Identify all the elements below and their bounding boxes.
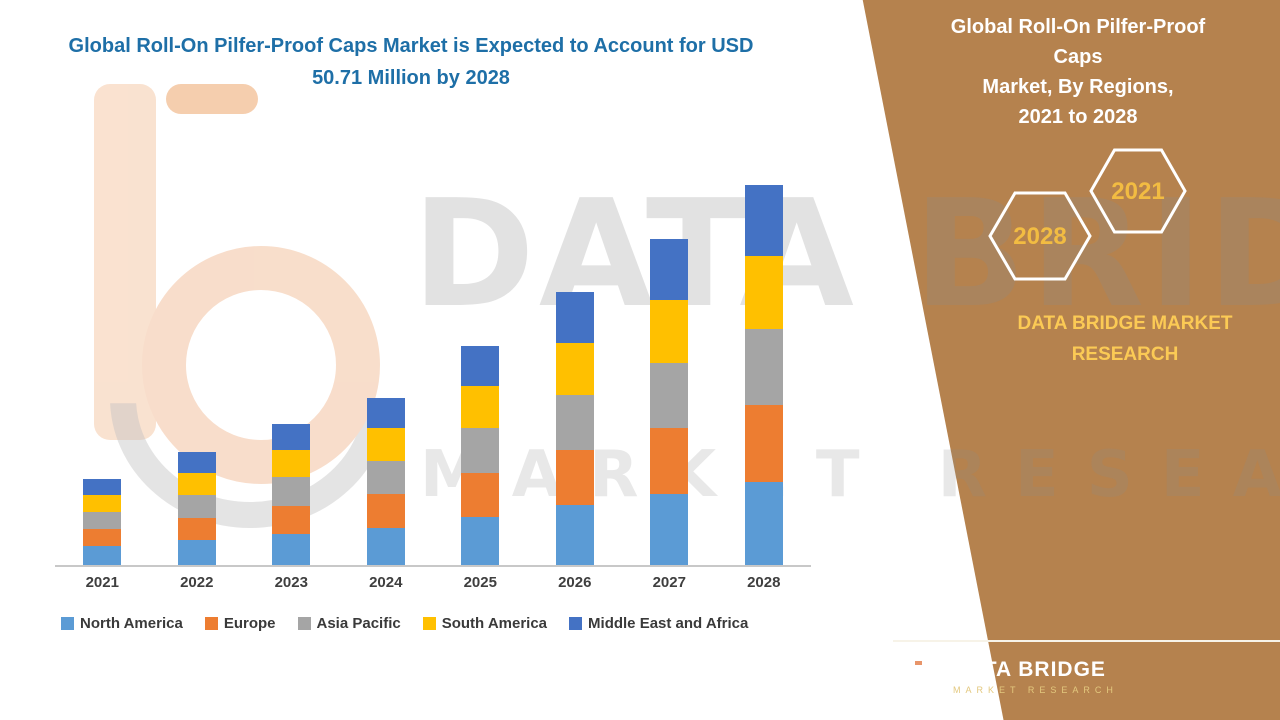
bar-segment <box>555 291 594 343</box>
year-hexagons: 2028 2021 <box>988 146 1208 301</box>
plot-area <box>55 156 811 567</box>
legend-item: North America <box>61 615 183 632</box>
bar-column <box>150 451 245 565</box>
x-axis-label: 2026 <box>558 574 592 591</box>
bar-segment <box>744 481 783 565</box>
chart-headline: Global Roll-On Pilfer-Proof Caps Market … <box>68 35 754 89</box>
bar-segment <box>177 451 216 474</box>
x-axis-label: 2027 <box>652 574 686 591</box>
x-axis-label: 2021 <box>85 574 119 591</box>
bar-segment <box>650 363 689 429</box>
panel-title-line3: 2021 to 2028 <box>1018 106 1138 128</box>
bar-column <box>55 478 150 565</box>
chart-legend: North America Europe Asia Pacific South Ame… <box>55 615 811 632</box>
bar-segment <box>272 505 311 535</box>
databridge-logo-icon <box>894 653 940 699</box>
bar-segment <box>83 511 122 529</box>
bar-segment <box>555 395 594 451</box>
bar-segment <box>461 386 500 429</box>
bar-column <box>717 184 812 565</box>
footer-logo-subtitle: MARKET RESEARCH <box>953 684 1118 695</box>
footer-logo: DATA BRIDGE MARKET RESEARCH <box>893 652 1118 700</box>
bar-segment <box>461 472 500 517</box>
bar-segment <box>177 495 216 518</box>
stacked-bar-2026 <box>555 291 594 565</box>
bar-segment <box>650 238 689 301</box>
bar-segment <box>272 477 311 506</box>
legend-swatch <box>61 617 74 630</box>
bar-segment <box>461 345 500 387</box>
stacked-bar-2023 <box>272 424 311 565</box>
panel-title: Global Roll-On Pilfer-Proof Caps Market,… <box>928 12 1228 132</box>
stacked-bar-2028 <box>744 184 783 565</box>
bar-segment <box>744 184 783 256</box>
legend-label: North America <box>80 615 183 632</box>
stacked-bar-2025 <box>461 345 500 565</box>
bar-segment <box>650 493 689 565</box>
bar-segment <box>650 300 689 364</box>
bar-segment <box>744 255 783 330</box>
bar-segment <box>744 329 783 406</box>
bar-segment <box>555 505 594 565</box>
x-axis-label: 2022 <box>180 574 214 591</box>
bar-column <box>244 424 339 565</box>
hexagon-2021 <box>1089 148 1187 234</box>
legend-swatch <box>297 617 311 630</box>
bar-chart: 2021 2022 2023 2024 2025 2026 2027 2028 North A… <box>55 156 811 632</box>
x-axis-label: 2024 <box>369 574 403 591</box>
bar-segment <box>177 473 216 496</box>
hexagon-2021-label: 2021 <box>1111 178 1164 205</box>
footer-divider <box>893 640 1280 642</box>
bar-segment <box>366 397 405 429</box>
bar-segment <box>650 428 689 494</box>
hexagon-2028 <box>988 191 1092 281</box>
bar-segment <box>744 405 783 482</box>
legend-item: Middle East and Africa <box>569 615 748 632</box>
footer-logo-name: DATA BRIDGE <box>953 657 1106 681</box>
x-axis: 2021 2022 2023 2024 2025 2026 2027 2028 <box>55 574 811 591</box>
bar-segment <box>555 342 594 396</box>
bar-column <box>528 291 623 565</box>
bar-segment <box>366 460 405 495</box>
bar-segment <box>366 428 405 461</box>
panel-title-line2: Market, By Regions, <box>982 76 1174 98</box>
bar-segment <box>366 494 405 529</box>
x-axis-label: 2023 <box>274 574 308 591</box>
legend-swatch <box>204 617 218 630</box>
legend-label: South America <box>441 615 548 632</box>
legend-label: Europe <box>223 615 276 632</box>
legend-swatch <box>422 617 436 630</box>
brand-text: DATA BRIDGE MARKET RESEARCH <box>1017 313 1233 366</box>
bar-segment <box>177 540 216 565</box>
bar-segment <box>177 517 216 541</box>
x-axis-label: 2028 <box>747 574 781 591</box>
bar-segment <box>366 528 405 565</box>
panel-title-line1: Global Roll-On Pilfer-Proof Caps <box>950 16 1206 68</box>
legend-label: Middle East and Africa <box>588 615 749 632</box>
bar-segment <box>83 546 122 565</box>
legend-item: Asia Pacific <box>297 615 401 632</box>
hexagon-2028-label: 2028 <box>1013 223 1066 250</box>
x-axis-label: 2025 <box>463 574 497 591</box>
bar-segment <box>83 495 122 512</box>
legend-item: Europe <box>204 615 276 632</box>
stacked-bar-2022 <box>177 451 216 565</box>
stacked-bar-2027 <box>650 238 689 565</box>
stacked-bar-2024 <box>366 397 405 565</box>
stacked-bar-2021 <box>83 478 122 565</box>
bar-segment <box>555 450 594 505</box>
bar-segment <box>83 528 122 547</box>
bar-segment <box>272 450 311 478</box>
bar-column <box>622 238 717 565</box>
legend-label: Asia Pacific <box>316 615 401 632</box>
bar-column <box>339 397 434 565</box>
legend-item: South America <box>422 615 548 632</box>
bar-column <box>433 345 528 565</box>
bar-segment <box>461 517 500 565</box>
bar-segment <box>461 428 500 473</box>
bar-segment <box>272 424 311 451</box>
bar-segment <box>83 478 122 496</box>
legend-swatch <box>569 617 583 630</box>
bar-segment <box>272 534 311 565</box>
